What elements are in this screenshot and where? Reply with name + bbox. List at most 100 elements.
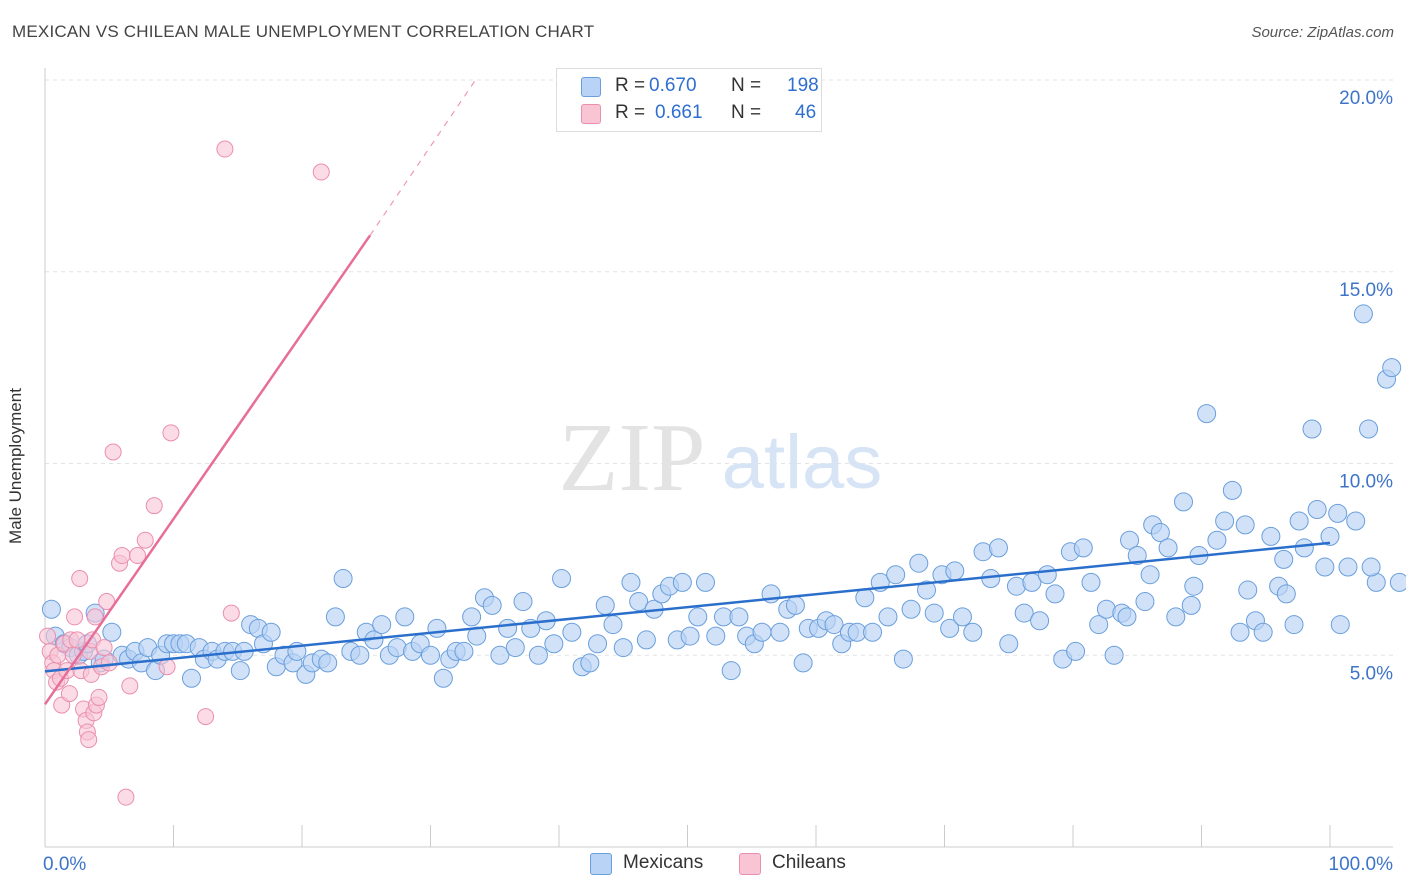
n-label: N = — [731, 102, 762, 123]
mexicans-point — [1261, 526, 1281, 546]
n-value: 198 — [787, 75, 819, 96]
mexicans-point — [952, 607, 972, 627]
mexicans-point — [1315, 557, 1335, 577]
legend-label-chileans: Chileans — [772, 852, 846, 873]
mexicans-point — [1361, 557, 1381, 577]
stats-box: R = 0.670 N = 198 R = 0.661 N = 46 — [556, 68, 822, 132]
chileans-swatch — [581, 104, 601, 124]
mexicans-point — [102, 622, 122, 642]
mexicans-point — [1215, 511, 1235, 531]
chileans-point — [162, 424, 180, 442]
mexicans-point — [1274, 549, 1294, 569]
chileans-point — [145, 497, 163, 515]
mexicans-point — [824, 615, 844, 635]
trend-lines — [43, 79, 1331, 706]
mexicans-point — [621, 572, 641, 592]
mexicans-point — [505, 638, 525, 658]
mexicans-point — [350, 645, 370, 665]
mexicans-point — [552, 569, 572, 589]
x-tick-label: 100.0% — [1329, 854, 1394, 875]
chileans-point — [100, 654, 118, 672]
mexicans-point — [325, 607, 345, 627]
mexicans-point — [528, 645, 548, 665]
axes — [44, 68, 1393, 848]
legend-label-mexicans: Mexicans — [623, 852, 704, 873]
mexicans-point — [1207, 530, 1227, 550]
chileans-point — [158, 658, 176, 676]
mexicans-point — [318, 653, 338, 673]
mexicans-point — [1066, 641, 1086, 661]
mexicans-point — [695, 572, 715, 592]
mexicans-point — [1127, 546, 1147, 566]
mexicans-point — [498, 618, 518, 638]
chileans-point — [222, 604, 240, 622]
chileans-point — [90, 688, 108, 706]
mexicans-point — [230, 661, 250, 681]
r-value: 0.670 — [649, 75, 697, 96]
mexicans-point — [893, 649, 913, 669]
mexicans-point — [924, 603, 944, 623]
mexicans-point — [1037, 565, 1057, 585]
watermark: ZIP atlas — [559, 404, 883, 512]
mexicans-point — [603, 615, 623, 635]
chileans-point — [129, 547, 147, 565]
chileans-point — [197, 708, 215, 726]
mexicans-point — [1140, 565, 1160, 585]
mexicans-point — [1181, 595, 1201, 615]
mexicans-point — [629, 592, 649, 612]
mexicans-point — [752, 622, 772, 642]
mexicans-point — [372, 615, 392, 635]
mexicans-point — [1328, 503, 1348, 523]
mexicans-point — [427, 618, 447, 638]
mexicans-point — [636, 630, 656, 650]
mexicans-point — [421, 645, 440, 665]
chileans-point — [312, 163, 330, 181]
y-tick-label: 5.0% — [1350, 663, 1393, 684]
n-value: 46 — [795, 102, 817, 123]
r-label: R = — [615, 75, 646, 96]
mexicans-point — [1030, 611, 1050, 631]
mexicans-point — [1320, 526, 1340, 546]
mexicans-point — [1014, 603, 1034, 623]
mexicans-point — [917, 580, 937, 600]
mexicans-point — [181, 668, 201, 688]
mexicans-point — [588, 634, 608, 654]
chileans-point — [121, 677, 139, 695]
mexicans-point — [1382, 358, 1402, 378]
mexicans-point — [1238, 580, 1258, 600]
mexicans-point — [1104, 645, 1124, 665]
source-credit: Source: ZipAtlas.com — [1251, 24, 1394, 41]
y-tick-label: 20.0% — [1339, 88, 1393, 109]
mexicans-point — [1289, 511, 1309, 531]
chileans-point — [98, 593, 116, 611]
mexicans-point — [688, 607, 708, 627]
mexicans-point — [1307, 500, 1327, 520]
tick-labels: 5.0% 10.0% 15.0% 20.0% 0.0% 100.0% — [43, 88, 1393, 875]
mexicans-point — [454, 641, 474, 661]
n-label: N = — [731, 75, 762, 96]
mexicans-point — [433, 668, 453, 688]
chileans-point — [71, 570, 89, 588]
chileans-trend-line — [43, 234, 372, 706]
mexicans-point — [1073, 538, 1093, 558]
watermark-atlas: atlas — [722, 420, 883, 505]
mexicans-point — [1359, 419, 1379, 439]
chart-title: MEXICAN VS CHILEAN MALE UNEMPLOYMENT COR… — [12, 22, 595, 41]
mexicans-point — [395, 607, 415, 627]
mexicans-point — [999, 634, 1019, 654]
chileans-point — [117, 788, 135, 806]
mexicans-point — [490, 645, 510, 665]
mexicans-point — [544, 634, 564, 654]
mexicans-point — [613, 638, 633, 658]
mexicans-point — [1338, 557, 1358, 577]
chileans-legend-swatch — [739, 853, 761, 875]
chileans-point — [86, 608, 104, 626]
mexicans-point — [988, 538, 1008, 558]
mexicans-point — [1117, 607, 1137, 627]
mexicans-point — [1174, 492, 1194, 512]
mexicans-point — [1158, 538, 1178, 558]
gridlines — [45, 79, 1393, 656]
chileans-point — [216, 140, 234, 158]
mexicans-point — [41, 599, 61, 619]
